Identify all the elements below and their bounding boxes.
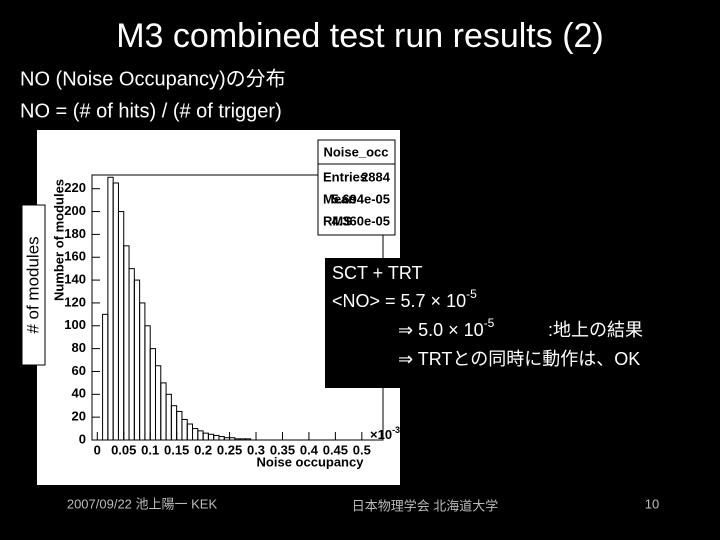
y-axis-title: Number of modules xyxy=(51,179,66,301)
y-tick-label: 140 xyxy=(64,272,86,287)
stats-key: RMS xyxy=(323,213,352,228)
x-tick-label: 0.5 xyxy=(353,442,371,457)
subtitle: NO (Noise Occupancy)の分布 xyxy=(20,67,286,90)
hist-bar xyxy=(244,438,252,441)
x-multiplier-exp: -3 xyxy=(392,425,400,435)
note-line: SCT + TRT xyxy=(332,263,423,283)
y-tick-label: 100 xyxy=(64,317,86,332)
y-tick-label: 20 xyxy=(72,409,86,424)
note-text: ⇒ 5.0 × 10 xyxy=(398,320,484,340)
note-line: ⇒ 5.0 × 10-5 :地上の結果 xyxy=(398,316,643,340)
y-tick-label: 120 xyxy=(64,294,86,309)
slide-title: M3 combined test run results (2) xyxy=(116,17,604,55)
stats-name: Noise_occ xyxy=(323,144,388,159)
note-box xyxy=(325,258,720,388)
note-sup: -5 xyxy=(466,287,477,301)
stats-value: 5.694e-05 xyxy=(331,191,390,206)
y-tick-label: 80 xyxy=(72,340,86,355)
x-axis-title: Noise occupancy xyxy=(257,454,365,469)
y-tick-label: 220 xyxy=(64,180,86,195)
stats-key: Entries xyxy=(323,169,367,184)
x-tick-label: 0.25 xyxy=(217,442,242,457)
note-text: <NO> = 5.7 × 10 xyxy=(332,291,466,311)
y-tick-label: 160 xyxy=(64,249,86,264)
y-tick-label: 40 xyxy=(72,386,86,401)
page-number: 10 xyxy=(645,496,659,511)
stats-value: 2884 xyxy=(361,169,391,184)
y-tick-label: 0 xyxy=(79,431,86,446)
stats-box xyxy=(317,139,396,236)
x-tick-label: 0 xyxy=(94,442,101,457)
y-tick-label: 200 xyxy=(64,203,86,218)
note-sup: -5 xyxy=(484,316,495,330)
x-multiplier: ×10-3 xyxy=(370,425,400,442)
note-line: ⇒ TRTとの同時に動作は、OK xyxy=(398,349,640,369)
footer-left: 2007/09/22 池上陽一 KEK xyxy=(67,496,218,511)
side-label: # of modules xyxy=(23,236,42,333)
stats-key: Mean xyxy=(323,191,356,206)
side-label-box xyxy=(21,204,46,366)
stats-value: 4.360e-05 xyxy=(331,213,390,228)
x-tick-label: 0.05 xyxy=(111,442,136,457)
x-tick-label: 0.15 xyxy=(164,442,189,457)
note-line: <NO> = 5.7 × 10-5 xyxy=(332,287,477,311)
subtitle: NO = (# of hits) / (# of trigger) xyxy=(20,100,282,122)
x-tick-label: 0.1 xyxy=(141,442,159,457)
x-tick-label: 0.2 xyxy=(194,442,212,457)
y-tick-label: 180 xyxy=(64,226,86,241)
x-tick-label: 0.45 xyxy=(323,442,348,457)
y-tick-label: 60 xyxy=(72,363,86,378)
plot: 0 20 40 60 80 100 120 140 160 180 200 220 0 0.05 0.1 0.… xyxy=(51,139,400,469)
x-tick-label: 0.3 xyxy=(247,442,265,457)
x-multiplier-base: ×10 xyxy=(370,427,392,442)
note-text: :地上の結果 xyxy=(548,320,643,340)
x-tick-label: 0.4 xyxy=(300,442,319,457)
footer-center: 日本物理学会 北海道大学 xyxy=(352,498,499,513)
x-tick-label: 0.35 xyxy=(270,442,295,457)
